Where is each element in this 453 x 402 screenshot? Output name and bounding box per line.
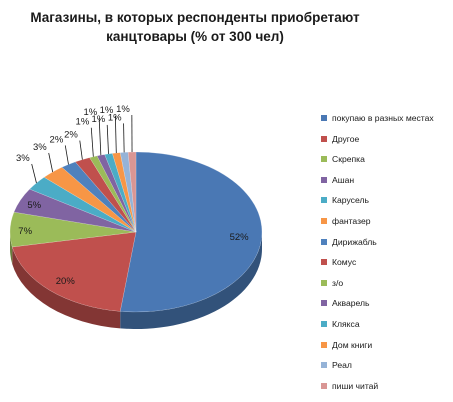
legend-item: Акварель (321, 297, 453, 318)
legend-label: Другое (332, 133, 360, 144)
pie-sides (10, 232, 263, 329)
data-label: 2% (64, 130, 78, 141)
pie-slice (43, 166, 137, 233)
legend-item: покупаю в разных местах (321, 112, 453, 133)
leader-line (98, 118, 102, 156)
legend-swatch (321, 320, 327, 327)
data-label: 1% (116, 104, 130, 115)
legend-label: Дирижабль (332, 236, 377, 247)
data-label: 3% (16, 153, 30, 164)
pie-side (12, 246, 121, 329)
legend-label: покупаю в разных местах (332, 113, 434, 123)
legend-item: Дом книги (321, 339, 453, 360)
legend-swatch (321, 362, 327, 369)
legend-swatch (321, 156, 327, 163)
pie-slice (127, 151, 137, 233)
pie-slice (11, 231, 137, 312)
leader-line (90, 127, 94, 157)
legend-swatch (321, 300, 327, 307)
pie-side (120, 232, 263, 329)
legend-swatch (321, 238, 327, 245)
legend-swatch (321, 197, 327, 204)
data-label: 5% (27, 200, 41, 211)
leader-line (64, 145, 69, 165)
legend-item: Карусель (321, 194, 453, 215)
legend-item: Клякса (321, 318, 453, 339)
leader-line (79, 140, 83, 160)
legend-label: Акварель (332, 298, 370, 309)
legend-label: Реал (332, 360, 352, 371)
legend-swatch (321, 259, 327, 266)
data-label: 3% (33, 142, 47, 153)
pie-slice (119, 151, 137, 233)
data-label: 1% (108, 112, 122, 123)
data-label: 1% (91, 114, 105, 125)
leader-line (114, 115, 117, 153)
legend-label: пиши читай (332, 380, 379, 391)
chart-title-line-1: Магазины, в которых респонденты приобрет… (30, 10, 360, 25)
legend-swatch (321, 115, 327, 121)
legend-item: Ашан (321, 174, 453, 195)
legend-item: з/о (321, 277, 453, 298)
pie-slice (119, 151, 263, 313)
data-label: 20% (56, 276, 76, 287)
legend-label: з/о (332, 277, 344, 288)
legend-item: Реал (321, 359, 453, 380)
legend-label: Дом книги (332, 339, 373, 350)
legend-item: фантазер (321, 215, 453, 236)
legend-item: Дирижабль (321, 236, 453, 257)
legend-swatch (321, 382, 327, 389)
legend-label: Ашан (332, 174, 355, 185)
legend-label: Клякса (332, 318, 360, 329)
legend-item: Скрепка (321, 153, 453, 174)
chart-legend: покупаю в разных местах Другое Скрепка Ашан… (321, 112, 453, 400)
leader-line (123, 123, 125, 153)
data-label: 1% (100, 105, 114, 116)
data-label: 1% (76, 117, 90, 128)
pie-side (10, 232, 13, 264)
data-label: 7% (18, 226, 32, 237)
chart-title-line-2: канцтовары (% от 300 чел) (106, 29, 284, 44)
legend-swatch (321, 217, 327, 224)
pie-slice (9, 211, 137, 248)
pie-slice (13, 188, 137, 233)
legend-swatch (321, 135, 327, 142)
chart-title: Магазины, в которых респонденты приобрет… (0, 8, 390, 46)
legend-swatch (321, 341, 327, 348)
data-label: 1% (83, 107, 97, 118)
legend-label: Скрепка (332, 154, 365, 165)
leader-line (106, 124, 109, 154)
legend-label: Карусель (332, 195, 369, 206)
pie-slice (112, 152, 137, 233)
data-labels: 52%20%7%5%3%3%2% 2%1%1%1%1%1%1% (16, 104, 249, 287)
data-label: 2% (50, 134, 64, 145)
leader-line (48, 152, 54, 173)
pie-slices (9, 151, 263, 313)
legend-label: Комус (332, 257, 357, 268)
legend-swatch (321, 176, 327, 183)
legend-item: Комус (321, 256, 453, 277)
legend-item: пиши читай (321, 380, 453, 401)
legend-item: Другое (321, 133, 453, 154)
legend-label: фантазер (332, 215, 371, 226)
leader-line (31, 163, 37, 184)
legend-swatch (321, 279, 327, 286)
data-label: 52% (230, 232, 250, 243)
